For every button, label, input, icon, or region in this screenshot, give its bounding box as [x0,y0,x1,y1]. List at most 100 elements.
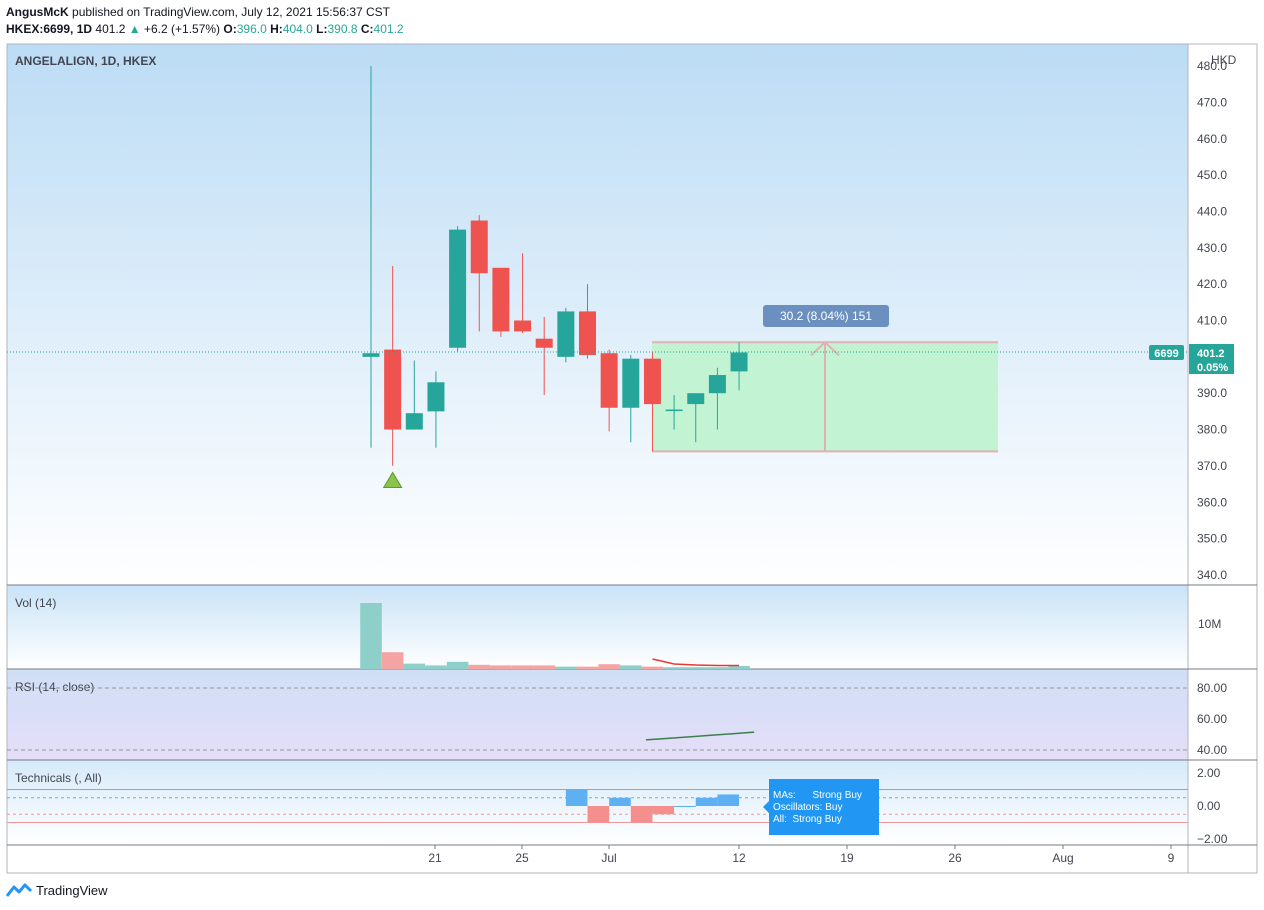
price-axis-tick: 430.0 [1197,241,1227,255]
price-axis-tick: 450.0 [1197,168,1227,182]
volume-bar [641,666,664,669]
technicals-pane[interactable] [7,760,1188,845]
chart-border [6,43,1258,874]
rsi-title: RSI (14, close) [15,680,94,694]
price-axis-tick: 410.0 [1197,314,1227,328]
tooltip-line-3: All: Strong Buy [773,814,842,825]
candle-body [600,353,618,408]
volume-bar [728,666,750,669]
ticker-tag [1149,345,1184,360]
rsi-line [645,731,755,741]
ticker-tag-text: 6699 [1154,348,1178,360]
footer-brand[interactable]: TradingView [6,882,108,898]
publish-info: published on TradingView.com, July 12, 2… [72,5,390,19]
technicals-bar [630,806,653,823]
currency-label: HKD [1211,53,1237,67]
candle-body [579,311,596,356]
close-label: C: [360,22,374,36]
volume-ma-line [652,658,740,667]
price-axis-tick: 350.0 [1197,532,1227,546]
candle-body [687,393,705,405]
rsi-axis-tick: 80.00 [1197,681,1227,695]
author-name[interactable]: AngusMcK [6,5,69,19]
symbol-info: HKEX:6699, 1D [6,22,93,36]
volume-bar [425,665,447,669]
technicals-axis-tick: −2.00 [1197,832,1228,846]
technicals-axis-tick: 2.00 [1197,766,1221,780]
volume-axis-label: 10M [1198,617,1221,631]
technicals-bar [609,797,631,806]
tradingview-logo-icon [6,883,32,897]
candle-body [535,338,553,348]
tooltip-line-2: Oscillators: Buy [773,802,842,813]
candle-body [708,375,726,394]
measure-arrow-head [810,340,840,357]
volume-pane[interactable] [7,585,1188,669]
main-pane[interactable] [7,44,1188,585]
close-value: 401.2 [373,22,404,36]
price-change: +6.2 (+1.57%) [144,22,221,36]
publish-line: AngusMcK published on TradingView.com, J… [6,5,390,19]
ohlc-line: HKEX:6699, 1D 401.2 ▲ +6.2 (+1.57%) O:39… [6,22,404,36]
candle-body [643,358,661,405]
volume-bar [533,665,555,669]
price-tag [1189,344,1234,374]
technicals-bar [674,806,696,807]
technicals-axis-tick: 0.00 [1197,799,1221,813]
technicals-bar [587,806,610,823]
technicals-bar [652,806,675,815]
buy-signal-triangle-icon [382,471,403,488]
technicals-title: Technicals (, All) [15,771,102,785]
price-tag-value: 401.2 [1197,348,1225,360]
tooltip-line-1: MAs: Strong Buy [773,790,862,801]
volume-bar [360,603,382,669]
price-axis-tick: 370.0 [1197,459,1227,473]
high-label: H: [270,22,283,36]
change-up-icon: ▲ [128,22,141,36]
price-axis-tick: 390.0 [1197,386,1227,400]
price-axis-tick: 420.0 [1197,277,1227,291]
pane-title: ANGELALIGN, 1D, HKEX [15,54,156,68]
technicals-bar [717,794,740,806]
low-label: L: [316,22,328,36]
high-value: 404.0 [282,22,313,36]
measure-label: 30.2 (8.04%) 151 [780,309,872,323]
candle-body [514,320,532,332]
candle-body [405,413,423,430]
time-axis-tick: 12 [732,851,746,865]
low-value: 390.8 [327,22,358,36]
volume-bar [511,665,534,669]
time-axis-tick: 25 [515,851,529,865]
volume-bar [684,667,707,669]
candle-body [622,358,640,408]
candle-body [730,352,748,372]
candle-body [427,382,445,412]
open-label: O: [223,22,237,36]
price-axis-tick: 440.0 [1197,204,1227,218]
volume-bar [620,665,642,669]
last-price: 401.2 [95,22,126,36]
price-axis-tick: 340.0 [1197,568,1227,582]
volume-bar [706,667,729,669]
time-axis-tick: 19 [840,851,854,865]
time-axis-tick: 9 [1168,851,1175,865]
price-axis-tick: 360.0 [1197,495,1227,509]
open-value: 396.0 [236,22,267,36]
candle-body [492,267,510,332]
volume-bar [555,666,577,669]
candle-body [557,311,575,357]
measure-label-box [763,305,889,327]
price-axis-tick: 380.0 [1197,423,1227,437]
candle-body [362,353,380,357]
rsi-axis-tick: 40.00 [1197,743,1227,757]
volume-bar [381,652,404,669]
volume-bar [446,661,469,669]
technicals-tooltip-box [763,779,879,835]
volume-bar [576,666,599,669]
rsi-pane[interactable] [7,669,1188,760]
candle-body [665,409,683,412]
price-axis-tick: 480.0 [1197,59,1227,73]
volume-title: Vol (14) [15,596,56,610]
price-axis-tick: 470.0 [1197,95,1227,109]
